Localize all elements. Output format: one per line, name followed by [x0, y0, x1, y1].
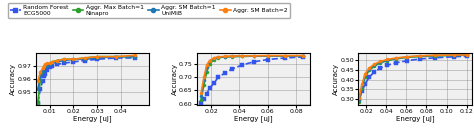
Y-axis label: Accuracy: Accuracy — [333, 63, 339, 95]
X-axis label: Energy [uJ]: Energy [uJ] — [395, 115, 434, 122]
X-axis label: Energy [uJ]: Energy [uJ] — [73, 115, 112, 122]
Y-axis label: Accuracy: Accuracy — [172, 63, 177, 95]
Legend: Random Forest
ECG5000, Aggr. Max Batch=1
Ninapro, Aggr. SM Batch=1
UniMiB, Aggr.: Random Forest ECG5000, Aggr. Max Batch=1… — [8, 3, 290, 18]
X-axis label: Energy [uJ]: Energy [uJ] — [234, 115, 273, 122]
Y-axis label: Accuracy: Accuracy — [10, 63, 16, 95]
